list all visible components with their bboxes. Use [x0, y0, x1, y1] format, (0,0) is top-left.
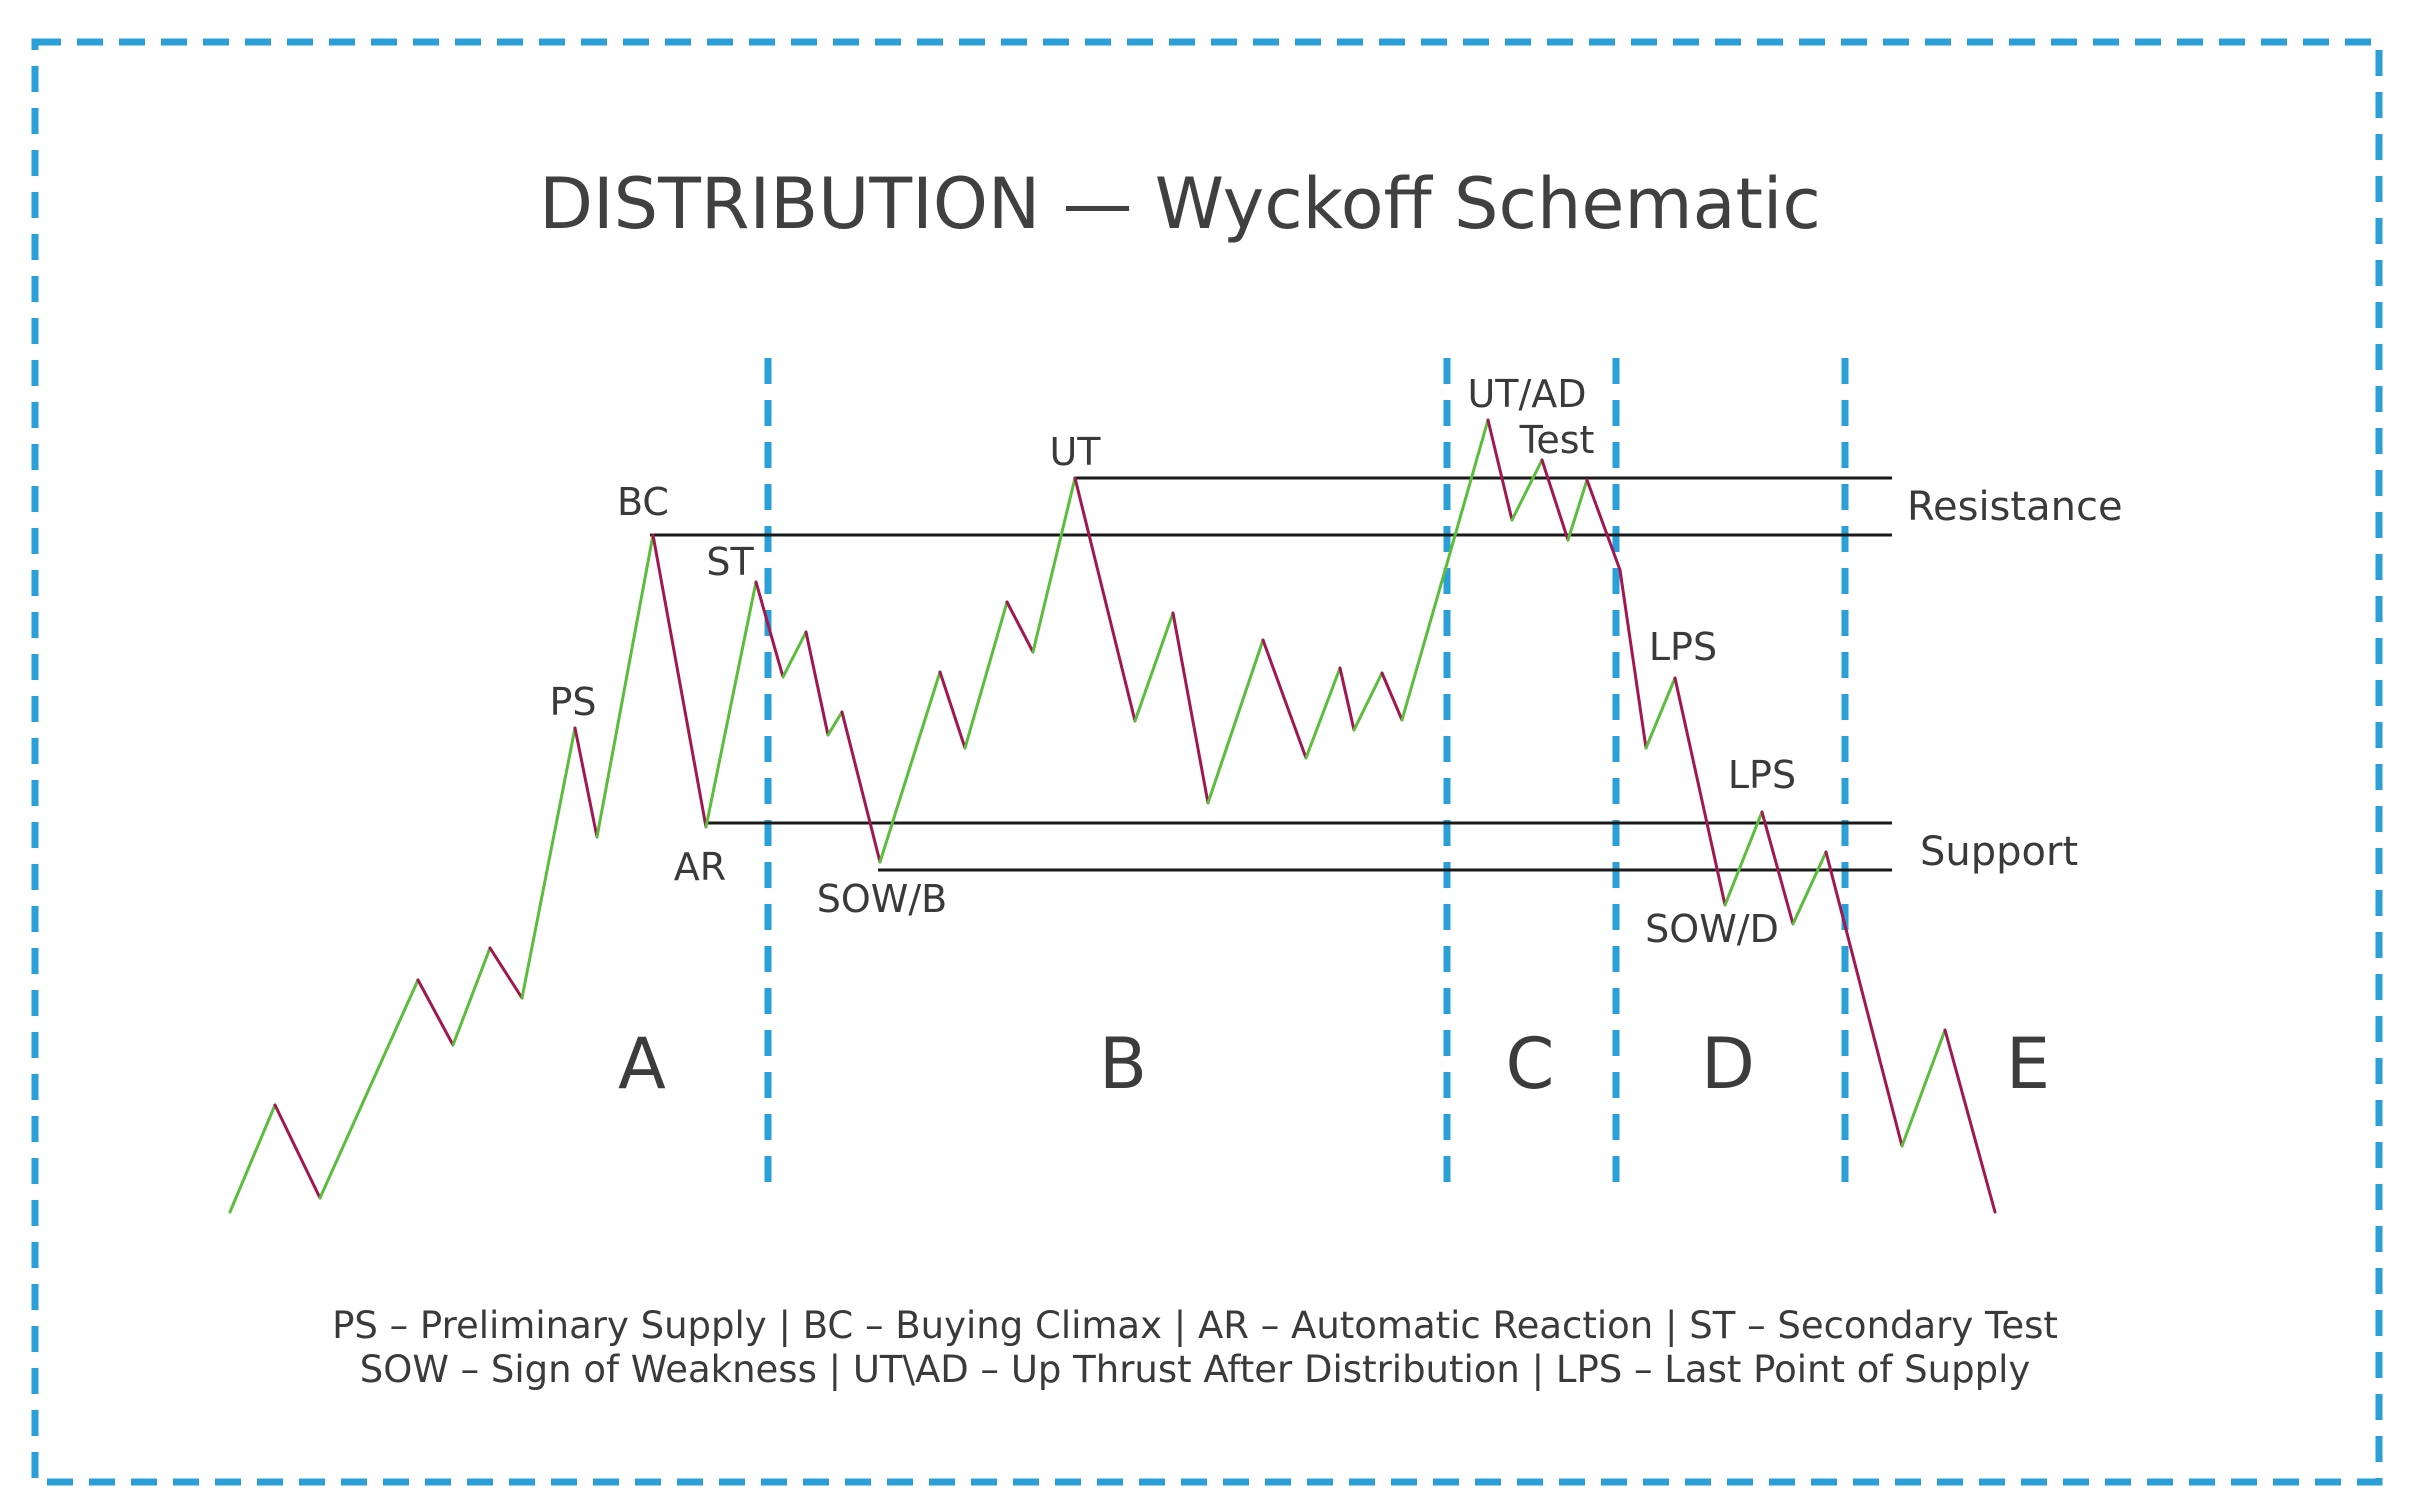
up-move-segment [963, 600, 1009, 750]
up-move-segment [704, 580, 758, 829]
phase-dividers [764, 358, 1849, 1195]
down-move-segment [1618, 568, 1648, 750]
up-move-segment [781, 630, 808, 679]
up-move-segment [878, 670, 942, 864]
label-lps-1: LPS [1649, 625, 1717, 669]
down-move-segment [573, 726, 599, 839]
up-move-segment [1446, 418, 1490, 562]
up-move-segment [1133, 611, 1175, 723]
down-move-segment [1073, 476, 1137, 723]
up-move-segment [1400, 558, 1450, 722]
down-move-segment [1338, 666, 1356, 732]
down-move-segment [840, 710, 882, 864]
up-move-segment [1644, 676, 1677, 750]
down-move-segment [1760, 810, 1795, 926]
label-ut-ad: UT/AD [1467, 372, 1586, 416]
up-move-segment [1723, 810, 1764, 907]
down-move-segment [1261, 638, 1308, 760]
down-move-segment [754, 580, 785, 679]
up-move-segment [318, 978, 420, 1200]
phase-labels: A B C D E [618, 1023, 2050, 1105]
label-sow-b: SOW/B [817, 877, 947, 921]
label-lps-2: LPS [1728, 753, 1796, 797]
up-move-segment [1206, 638, 1265, 805]
legend-line-2: SOW – Sign of Weakness | UT\AD – Up Thru… [360, 1348, 2031, 1391]
event-labels: PS BC AR ST SOW/B UT UT/AD Test LPS LPS … [549, 372, 1796, 951]
up-move-segment [1510, 458, 1544, 522]
down-move-segment [804, 630, 830, 737]
up-move-segment [1304, 666, 1342, 760]
up-move-segment [1900, 1028, 1947, 1148]
up-move-segment [228, 1103, 277, 1214]
up-move-segment [1791, 850, 1828, 926]
diagram-title: DISTRIBUTION — Wyckoff Schematic [539, 163, 1821, 245]
up-move-segment [520, 726, 577, 1000]
down-move-segment [488, 946, 524, 1000]
level-lines [650, 476, 1892, 872]
up-move-segment [451, 946, 492, 1047]
phase-label-e: E [2006, 1023, 2050, 1105]
down-move-segment [651, 533, 708, 829]
down-move-segment [1171, 611, 1210, 805]
down-move-segment [938, 670, 967, 750]
price-path [228, 418, 1997, 1214]
down-move-segment [1380, 671, 1404, 722]
label-ps: PS [549, 680, 596, 724]
phase-label-b: B [1099, 1023, 1147, 1105]
down-move-segment [1673, 676, 1727, 907]
up-move-segment [826, 710, 844, 737]
resistance-label: Resistance [1907, 484, 2123, 530]
up-move-segment [595, 533, 655, 839]
down-move-segment [273, 1103, 322, 1200]
down-move-segment [1824, 850, 1904, 1148]
label-test: Test [1519, 418, 1595, 462]
down-move-segment [1005, 600, 1035, 654]
legend-line-1: PS – Preliminary Supply | BC – Buying Cl… [332, 1304, 2058, 1347]
up-move-segment [1352, 671, 1384, 732]
phase-label-c: C [1506, 1023, 1555, 1105]
support-label: Support [1920, 829, 2078, 875]
label-ar: AR [674, 845, 726, 889]
label-bc: BC [617, 480, 669, 524]
down-move-segment [416, 978, 455, 1047]
label-sow-d: SOW/D [1645, 907, 1779, 951]
label-st: ST [706, 540, 754, 584]
down-move-segment [1585, 478, 1622, 572]
down-move-segment [1486, 418, 1514, 522]
dashed-border [31, 38, 2383, 1486]
label-ut: UT [1049, 430, 1101, 474]
down-move-segment [1540, 458, 1570, 542]
up-move-segment [1031, 476, 1077, 654]
phase-label-a: A [618, 1023, 666, 1105]
phase-label-d: D [1701, 1023, 1755, 1105]
up-move-segment [1566, 478, 1589, 542]
down-move-segment [1943, 1028, 1997, 1214]
